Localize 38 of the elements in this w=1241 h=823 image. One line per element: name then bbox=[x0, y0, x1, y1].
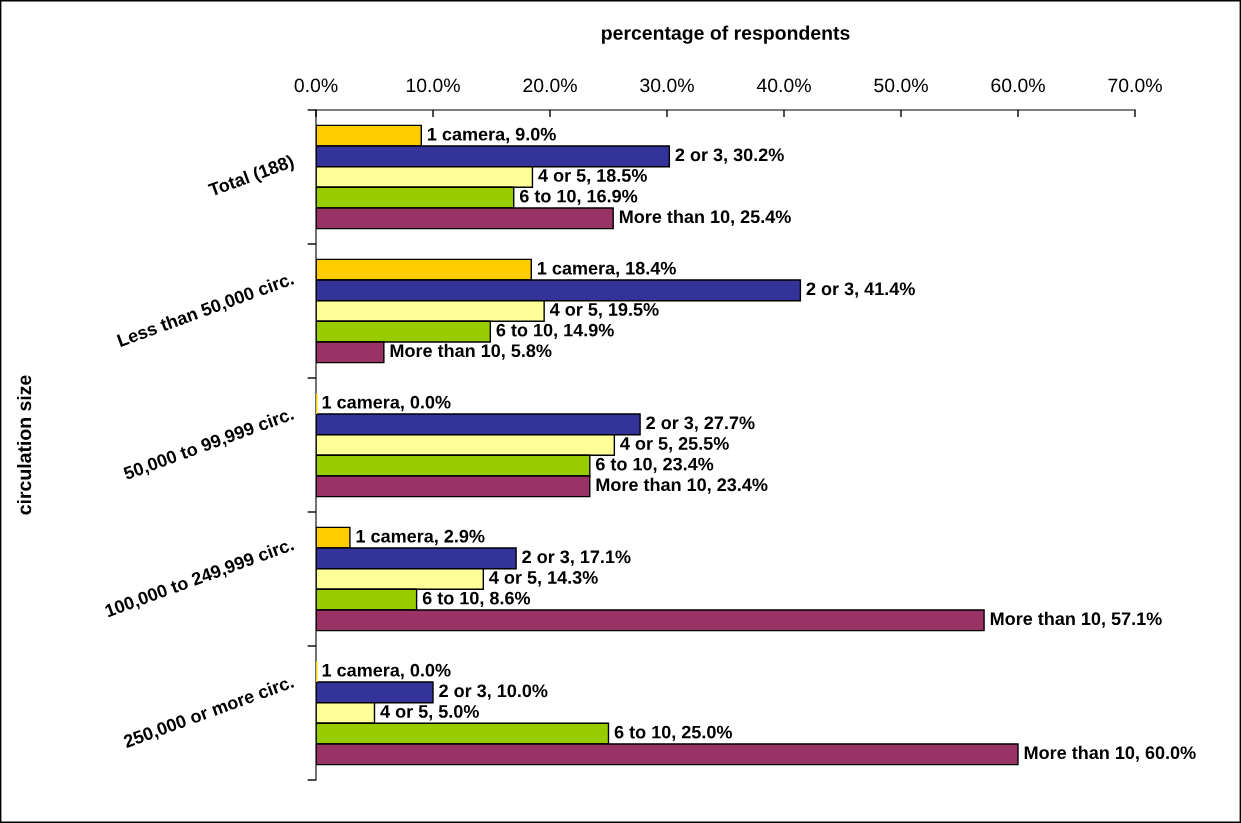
x-tick-label: 0.0% bbox=[294, 78, 338, 93]
data-label: 4 or 5, 18.5% bbox=[538, 169, 647, 185]
x-axis-title: percentage of respondents bbox=[602, 25, 850, 44]
data-label: 2 or 3, 17.1% bbox=[522, 550, 631, 566]
data-label: 1 camera, 9.0% bbox=[427, 127, 556, 144]
data-label: 2 or 3, 30.2% bbox=[675, 148, 784, 164]
data-label: 2 or 3, 27.7% bbox=[646, 416, 755, 432]
x-tick-label: 20.0% bbox=[523, 78, 577, 93]
x-tick-label: 40.0% bbox=[756, 78, 811, 93]
x-tick-label: 10.0% bbox=[406, 78, 460, 93]
data-label: 1 camera, 2.9% bbox=[356, 529, 485, 546]
data-label: 2 or 3, 41.4% bbox=[806, 282, 915, 298]
data-label: 1 camera, 18.4% bbox=[537, 261, 676, 278]
data-label: 6 to 10, 14.9% bbox=[496, 323, 614, 340]
data-label: 4 or 5, 25.5% bbox=[620, 437, 729, 453]
data-label: 1 camera, 0.0% bbox=[322, 663, 451, 680]
x-tick-label: 50.0% bbox=[874, 78, 928, 93]
data-label: 6 to 10, 23.4% bbox=[596, 457, 714, 474]
data-label: 6 to 10, 16.9% bbox=[519, 189, 638, 206]
data-label: More than 10, 23.4% bbox=[596, 477, 768, 494]
data-label: 4 or 5, 5.0% bbox=[380, 705, 479, 721]
x-tick-label: 30.0% bbox=[640, 78, 694, 93]
data-label: More than 10, 25.4% bbox=[619, 209, 791, 226]
data-label: 4 or 5, 14.3% bbox=[489, 571, 598, 587]
data-label: More than 10, 57.1% bbox=[990, 611, 1162, 628]
data-label: 6 to 10, 8.6% bbox=[422, 591, 531, 608]
data-label: 4 or 5, 19.5% bbox=[549, 303, 659, 319]
x-tick-label: 70.0% bbox=[1108, 78, 1162, 93]
data-label: 1 camera, 0.0% bbox=[322, 395, 451, 412]
data-label: 2 or 3, 10.0% bbox=[439, 684, 548, 700]
data-label: 6 to 10, 25.0% bbox=[614, 725, 733, 742]
data-label: More than 10, 60.0% bbox=[1024, 745, 1196, 762]
data-label: More than 10, 5.8% bbox=[390, 343, 552, 360]
x-tick-label: 60.0% bbox=[991, 78, 1045, 93]
y-axis-title: circulation size bbox=[16, 375, 32, 515]
y-tick-label: 50,000 to 99,999 circ. bbox=[122, 406, 296, 483]
y-tick-label: Less than 50,000 circ. bbox=[116, 271, 296, 350]
y-tick-label: Total (188) bbox=[207, 154, 296, 201]
